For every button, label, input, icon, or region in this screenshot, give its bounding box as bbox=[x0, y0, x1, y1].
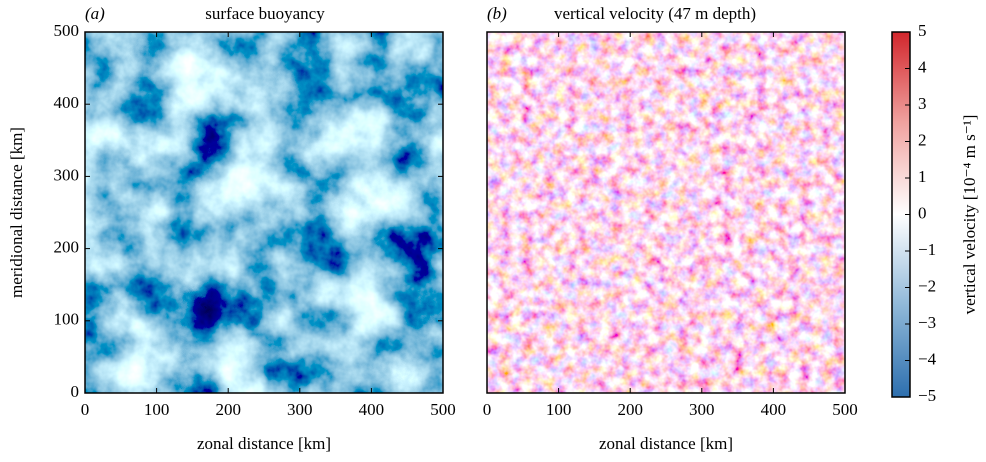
x-tick-label: 300 bbox=[287, 400, 313, 419]
colorbar-tick-label: 2 bbox=[918, 130, 927, 149]
y-tick-label: 200 bbox=[54, 238, 80, 257]
x-axis-label: zonal distance [km] bbox=[197, 434, 331, 453]
colorbar-tick-label: 4 bbox=[918, 57, 927, 76]
y-tick-label: 400 bbox=[54, 93, 80, 112]
y-tick-label: 500 bbox=[54, 21, 80, 40]
colorbar-tick-label: −3 bbox=[918, 313, 936, 332]
x-tick-label: 500 bbox=[832, 400, 858, 419]
panel-label: (b) bbox=[487, 4, 507, 23]
colorbar-tick-label: 5 bbox=[918, 21, 927, 40]
x-tick-label: 200 bbox=[215, 400, 241, 419]
y-tick-label: 0 bbox=[71, 382, 80, 401]
x-axis-label: zonal distance [km] bbox=[599, 434, 733, 453]
velocity-field bbox=[487, 32, 845, 393]
colorbar-label: vertical velocity [10⁻⁴ m s⁻¹] bbox=[960, 115, 979, 315]
panel-title: vertical velocity (47 m depth) bbox=[554, 4, 756, 23]
colorbar-tick-label: −5 bbox=[918, 386, 936, 405]
colorbar-tick-label: 0 bbox=[918, 203, 927, 222]
x-tick-label: 500 bbox=[430, 400, 456, 419]
colorbar-tick-label: −1 bbox=[918, 240, 936, 259]
colorbar-tick-label: 1 bbox=[918, 167, 927, 186]
colorbar-tick-label: −2 bbox=[918, 276, 936, 295]
buoyancy-field bbox=[85, 32, 443, 393]
x-tick-label: 100 bbox=[144, 400, 170, 419]
x-tick-label: 200 bbox=[617, 400, 643, 419]
y-axis-label: meridional distance [km] bbox=[7, 127, 26, 298]
x-tick-label: 300 bbox=[689, 400, 715, 419]
x-tick-label: 0 bbox=[483, 400, 492, 419]
x-tick-label: 0 bbox=[81, 400, 90, 419]
colorbar-tick-label: −4 bbox=[918, 349, 937, 368]
panel-label: (a) bbox=[85, 4, 105, 23]
panel-title: surface buoyancy bbox=[205, 4, 325, 23]
x-tick-label: 400 bbox=[359, 400, 385, 419]
colorbar-tick-label: 3 bbox=[918, 94, 927, 113]
axes-frame bbox=[84, 31, 444, 394]
x-tick-label: 100 bbox=[546, 400, 572, 419]
y-tick-label: 300 bbox=[54, 165, 80, 184]
x-tick-label: 400 bbox=[761, 400, 787, 419]
y-tick-label: 100 bbox=[54, 310, 80, 329]
axes-frame bbox=[486, 31, 846, 394]
